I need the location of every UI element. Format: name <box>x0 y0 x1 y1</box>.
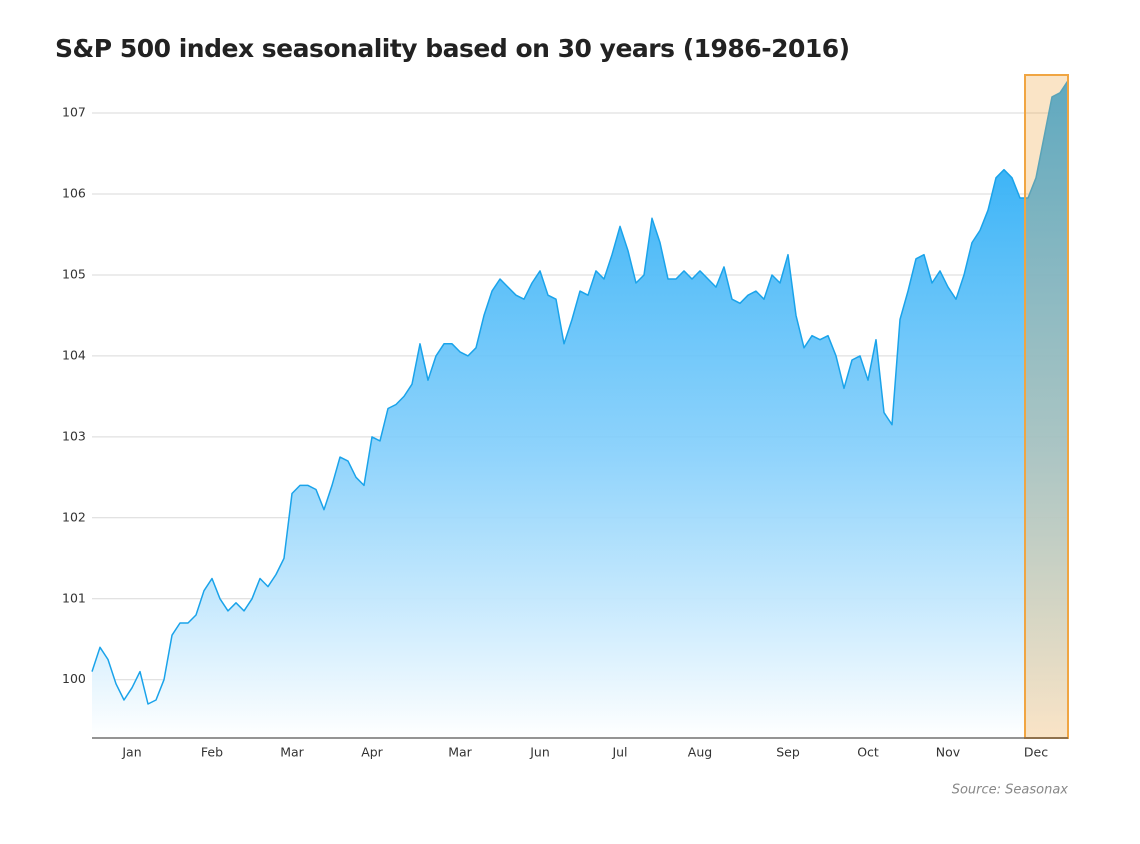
x-tick-label: Feb <box>201 745 223 760</box>
x-tick-label: Aug <box>688 745 712 760</box>
x-tick-label: Dec <box>1024 745 1048 760</box>
y-tick-label: 104 <box>62 347 86 362</box>
x-tick-label: Sep <box>776 745 800 760</box>
area <box>92 80 1068 738</box>
y-tick-label: 102 <box>62 509 86 524</box>
y-tick-label: 101 <box>62 590 86 605</box>
x-tick-label: Jun <box>529 745 550 760</box>
line <box>91 80 1069 705</box>
highlight-box <box>1024 74 1069 739</box>
x-tick-label: Jan <box>121 745 141 760</box>
x-tick-label: Apr <box>361 745 383 760</box>
chart-title: S&P 500 index seasonality based on 30 ye… <box>55 34 850 63</box>
x-tick-label: Oct <box>857 745 879 760</box>
y-tick-label: 103 <box>62 428 86 443</box>
x-tick-label: Nov <box>936 745 961 760</box>
y-tick-label: 107 <box>62 105 86 120</box>
x-tick-label: Mar <box>448 745 472 760</box>
source-note: Source: Seasonax <box>952 783 1069 798</box>
y-tick-label: 100 <box>62 671 86 686</box>
x-tick-label: Mar <box>280 745 304 760</box>
y-tick-label: 105 <box>62 266 86 281</box>
x-tick-label: Jul <box>611 745 627 760</box>
y-tick-label: 106 <box>62 186 86 201</box>
